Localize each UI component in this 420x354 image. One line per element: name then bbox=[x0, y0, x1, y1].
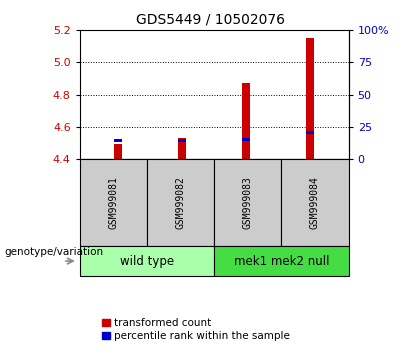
Bar bbox=[178, 139, 186, 142]
Text: GDS5449 / 10502076: GDS5449 / 10502076 bbox=[136, 12, 284, 27]
Bar bbox=[242, 84, 250, 159]
Text: mek1 mek2 null: mek1 mek2 null bbox=[234, 255, 329, 268]
Text: genotype/variation: genotype/variation bbox=[4, 247, 103, 257]
Bar bbox=[306, 38, 314, 159]
Bar bbox=[178, 138, 186, 159]
Bar bbox=[114, 139, 122, 142]
Legend: transformed count, percentile rank within the sample: transformed count, percentile rank withi… bbox=[97, 314, 294, 345]
Text: GSM999084: GSM999084 bbox=[310, 176, 320, 229]
Text: GSM999082: GSM999082 bbox=[176, 176, 186, 229]
Text: GSM999081: GSM999081 bbox=[108, 176, 118, 229]
Bar bbox=[306, 131, 314, 134]
Bar bbox=[114, 144, 122, 159]
Text: GSM999083: GSM999083 bbox=[243, 176, 253, 229]
Text: wild type: wild type bbox=[120, 255, 174, 268]
Bar bbox=[242, 138, 250, 141]
